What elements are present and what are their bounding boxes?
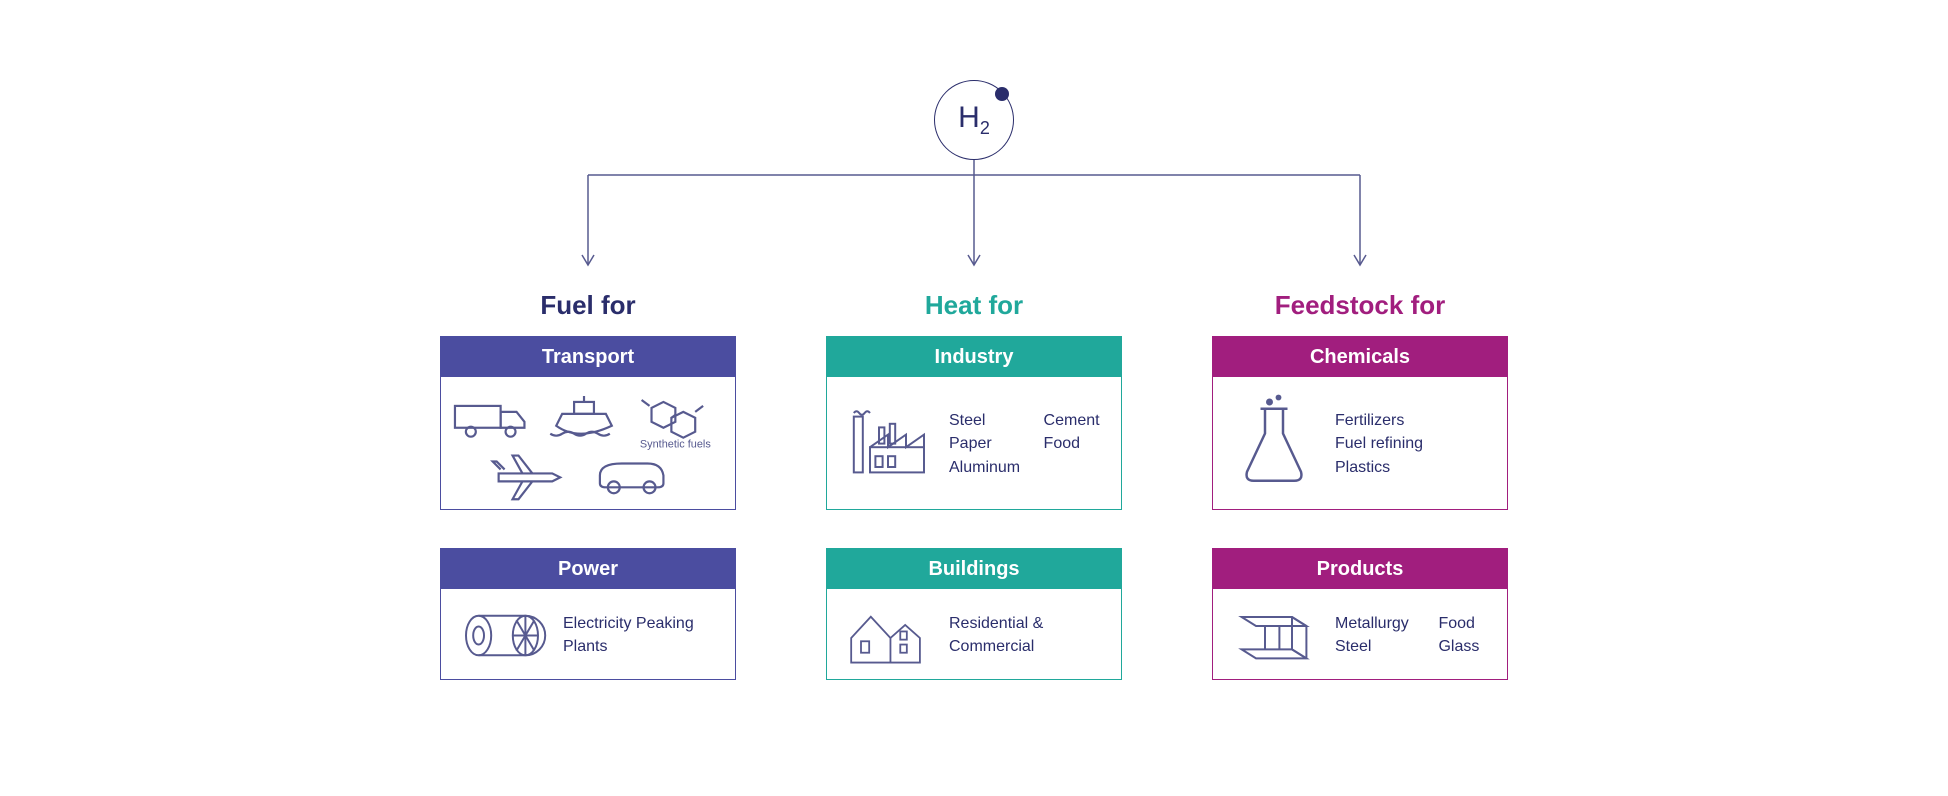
card-body-transport: Synthetic fuels xyxy=(441,377,735,511)
card-power: Power Electricity Peaking Plants xyxy=(440,548,736,680)
card-items-products: Metallurgy Food Steel Glass xyxy=(1335,612,1491,658)
card-item: Fuel refining xyxy=(1335,432,1491,455)
card-item: Steel xyxy=(949,409,1026,432)
card-item: Steel xyxy=(1335,635,1420,658)
card-chemicals: Chemicals FertilizersFuel refiningPlasti… xyxy=(1212,336,1508,510)
card-item: Paper xyxy=(949,432,1026,455)
turbine-icon xyxy=(457,604,547,667)
card-item: Plastics xyxy=(1335,456,1491,479)
card-item: Residential & Commercial xyxy=(949,612,1105,658)
flask-icon xyxy=(1229,393,1319,494)
h2-symbol-sub: 2 xyxy=(980,118,990,138)
card-items-industry: Steel Cement Paper Food Aluminum xyxy=(949,409,1105,479)
card-item: Aluminum xyxy=(949,456,1026,479)
card-header-chemicals: Chemicals xyxy=(1213,337,1507,377)
column-title-fuel: Fuel for xyxy=(540,290,635,321)
card-items-buildings: Residential & Commercial xyxy=(949,612,1105,658)
card-body-products: Metallurgy Food Steel Glass xyxy=(1213,589,1507,681)
h2-root-node: H2 xyxy=(934,80,1014,160)
card-item: Fertilizers xyxy=(1335,409,1491,432)
card-item: Food xyxy=(1438,612,1491,635)
card-body-buildings: Residential & Commercial xyxy=(827,589,1121,681)
card-header-buildings: Buildings xyxy=(827,549,1121,589)
card-body-industry: Steel Cement Paper Food Aluminum xyxy=(827,377,1121,511)
card-items-power: Electricity Peaking Plants xyxy=(563,612,719,658)
card-body-chemicals: FertilizersFuel refiningPlastics xyxy=(1213,377,1507,511)
column-title-heat: Heat for xyxy=(925,290,1023,321)
card-item: Cement xyxy=(1044,409,1105,432)
card-items-chemicals: FertilizersFuel refiningPlastics xyxy=(1335,409,1491,479)
transport-set-icon: Synthetic fuels xyxy=(449,394,727,494)
card-buildings: Buildings Residential & Commercial xyxy=(826,548,1122,680)
diagram-canvas: H2 Fuel for Transport xyxy=(0,0,1948,796)
houses-icon xyxy=(843,602,933,667)
card-item: Electricity Peaking Plants xyxy=(563,612,719,658)
card-header-power: Power xyxy=(441,549,735,589)
ibeam-icon xyxy=(1229,599,1319,671)
card-header-transport: Transport xyxy=(441,337,735,377)
svg-text:Synthetic fuels: Synthetic fuels xyxy=(640,439,711,451)
card-item xyxy=(1044,456,1105,479)
card-products: Products Metallurgy Food Steel Glass xyxy=(1212,548,1508,680)
factory-icon xyxy=(843,404,933,485)
electron-dot-icon xyxy=(995,87,1009,101)
card-transport: Transport Synthetic fue xyxy=(440,336,736,510)
card-body-power: Electricity Peaking Plants xyxy=(441,589,735,681)
card-header-products: Products xyxy=(1213,549,1507,589)
h2-label: H2 xyxy=(958,101,990,139)
card-item: Food xyxy=(1044,432,1105,455)
column-title-feedstock: Feedstock for xyxy=(1275,290,1446,321)
card-industry: Industry Steel Cement Paper Food Aluminum xyxy=(826,336,1122,510)
card-item: Glass xyxy=(1438,635,1491,658)
card-item: Metallurgy xyxy=(1335,612,1420,635)
h2-symbol-main: H xyxy=(958,101,980,134)
card-header-industry: Industry xyxy=(827,337,1121,377)
